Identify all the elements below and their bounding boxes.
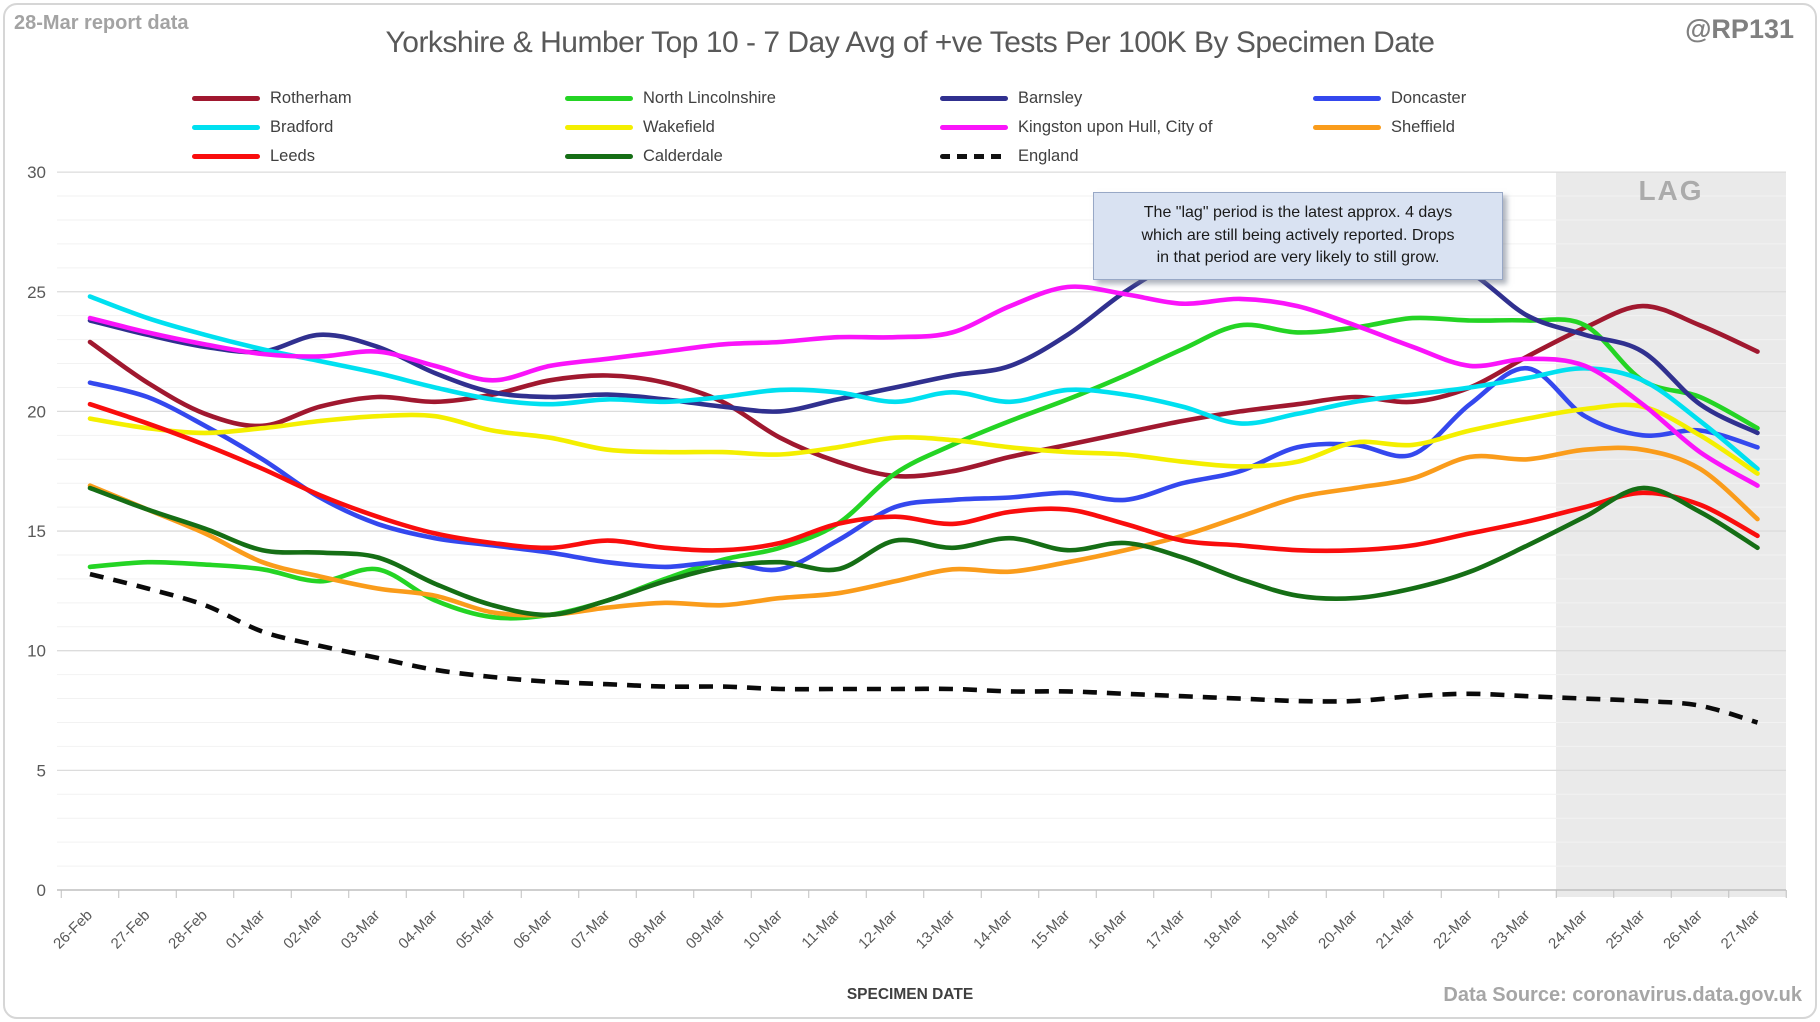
series-line-sheffield — [87, 445, 1760, 618]
legend-label: Bradford — [270, 117, 334, 136]
legend-label: Calderdale — [643, 146, 723, 165]
legend-swatch — [192, 153, 260, 159]
legend-item-sheffield: Sheffield — [1313, 116, 1455, 138]
x-tick-label-12-Mar: 12-Mar — [855, 907, 901, 953]
legend-item-wakefield: Wakefield — [565, 116, 715, 138]
x-tick-label-08-Mar: 08-Mar — [625, 907, 671, 953]
annotation-line-3: in that period are very likely to still … — [1156, 249, 1440, 267]
series-line-rotherham — [87, 303, 1760, 479]
x-tick-label-10-Mar: 10-Mar — [740, 907, 786, 953]
x-tick-label-14-Mar: 14-Mar — [970, 907, 1016, 953]
x-tick-label-05-Mar: 05-Mar — [453, 907, 499, 953]
x-tick-label-23-Mar: 23-Mar — [1488, 907, 1534, 953]
legend-item-kingston-upon-hull-city-of: Kingston upon Hull, City of — [940, 116, 1212, 138]
y-tick-label-25: 25 — [27, 283, 46, 302]
x-tick-label-04-Mar: 04-Mar — [395, 907, 441, 953]
author-handle: @RP131 — [1685, 14, 1794, 44]
legend-label: Sheffield — [1391, 117, 1455, 136]
series-line-doncaster — [87, 365, 1760, 573]
x-tick-label-11-Mar: 11-Mar — [798, 907, 843, 952]
legend-swatch — [565, 153, 633, 159]
x-tick-label-03-Mar: 03-Mar — [338, 907, 384, 953]
legend-item-rotherham: Rotherham — [192, 87, 352, 109]
legend-swatch — [565, 95, 633, 101]
series-line-north-lincolnshire — [87, 315, 1760, 621]
legend-item-calderdale: Calderdale — [565, 145, 723, 167]
x-tick-label-19-Mar: 19-Mar — [1258, 907, 1304, 953]
legend-swatch — [1313, 124, 1381, 130]
series-line-bradford — [87, 294, 1760, 472]
y-tick-label-0: 0 — [37, 881, 46, 900]
chart-title: Yorkshire & Humber Top 10 - 7 Day Avg of… — [385, 26, 1435, 59]
series-line-kingston-upon-hull-city-of — [87, 284, 1760, 488]
legend-swatch — [940, 95, 1008, 101]
x-tick-label-18-Mar: 18-Mar — [1200, 907, 1246, 953]
x-tick-label-07-Mar: 07-Mar — [568, 907, 614, 953]
x-tick-label-26-Feb: 26-Feb — [50, 907, 96, 953]
legend-item-doncaster: Doncaster — [1313, 87, 1466, 109]
x-tick-label-28-Feb: 28-Feb — [165, 907, 211, 953]
x-tick-label-01-Mar: 01-Mar — [223, 907, 269, 953]
x-tick-label-26-Mar: 26-Mar — [1660, 907, 1706, 953]
legend-label: Barnsley — [1018, 88, 1083, 107]
legend-item-bradford: Bradford — [192, 116, 333, 138]
lag-label: LAG — [1638, 175, 1703, 206]
series-line-wakefield — [87, 402, 1760, 476]
series-line-leeds — [87, 401, 1760, 554]
legend-item-north-lincolnshire: North Lincolnshire — [565, 87, 776, 109]
x-tick-label-13-Mar: 13-Mar — [913, 907, 959, 953]
data-source-label: Data Source: coronavirus.data.gov.uk — [1443, 984, 1802, 1006]
x-tick-label-24-Mar: 24-Mar — [1545, 907, 1591, 953]
series-line-barnsley — [87, 227, 1760, 436]
legend-label: Rotherham — [270, 88, 352, 107]
y-tick-label-15: 15 — [27, 522, 46, 541]
legend-swatch — [940, 153, 1008, 159]
x-tick-label-27-Mar: 27-Mar — [1718, 907, 1764, 953]
x-tick-label-17-Mar: 17-Mar — [1143, 907, 1189, 953]
legend-label: Doncaster — [1391, 88, 1467, 107]
legend-label: Wakefield — [643, 117, 715, 136]
legend-item-england: England — [940, 145, 1079, 167]
legend-label: Kingston upon Hull, City of — [1018, 117, 1213, 136]
x-tick-label-25-Mar: 25-Mar — [1603, 907, 1649, 953]
legend-swatch — [1313, 95, 1381, 101]
x-tick-label-15-Mar: 15-Mar — [1028, 907, 1074, 953]
series-line-england — [89, 571, 1759, 725]
legend-swatch — [192, 124, 260, 130]
x-tick-label-06-Mar: 06-Mar — [510, 907, 556, 953]
x-tick-label-09-Mar: 09-Mar — [683, 907, 729, 953]
x-tick-label-22-Mar: 22-Mar — [1430, 907, 1476, 953]
y-tick-label-5: 5 — [37, 761, 46, 780]
x-tick-label-21-Mar: 21-Mar — [1373, 907, 1419, 953]
legend-label: Leeds — [270, 146, 315, 165]
legend-item-barnsley: Barnsley — [940, 87, 1082, 109]
legend-swatch — [565, 124, 633, 130]
legend-label: England — [1018, 146, 1079, 165]
series-line-calderdale — [87, 485, 1760, 618]
annotation-line-2: which are still being actively reported.… — [1141, 226, 1455, 244]
lag-annotation-box: The "lag" period is the latest approx. 4… — [1093, 192, 1503, 281]
y-tick-label-20: 20 — [27, 402, 46, 421]
legend-swatch — [940, 124, 1008, 130]
x-tick-label-27-Feb: 27-Feb — [108, 907, 154, 953]
x-tick-label-16-Mar: 16-Mar — [1085, 907, 1131, 953]
lag-band — [1556, 172, 1786, 898]
legend-label: North Lincolnshire — [643, 88, 776, 107]
y-tick-label-10: 10 — [27, 642, 46, 661]
x-axis-title: SPECIMEN DATE — [846, 986, 974, 1003]
annotation-line-1: The "lag" period is the latest approx. 4… — [1143, 204, 1453, 221]
x-tick-label-20-Mar: 20-Mar — [1315, 907, 1361, 953]
report-date-label: 28-Mar report data — [14, 12, 189, 34]
y-tick-label-30: 30 — [27, 163, 46, 182]
legend-item-leeds: Leeds — [192, 145, 315, 167]
legend-swatch — [192, 95, 260, 101]
x-tick-label-02-Mar: 02-Mar — [280, 907, 326, 953]
